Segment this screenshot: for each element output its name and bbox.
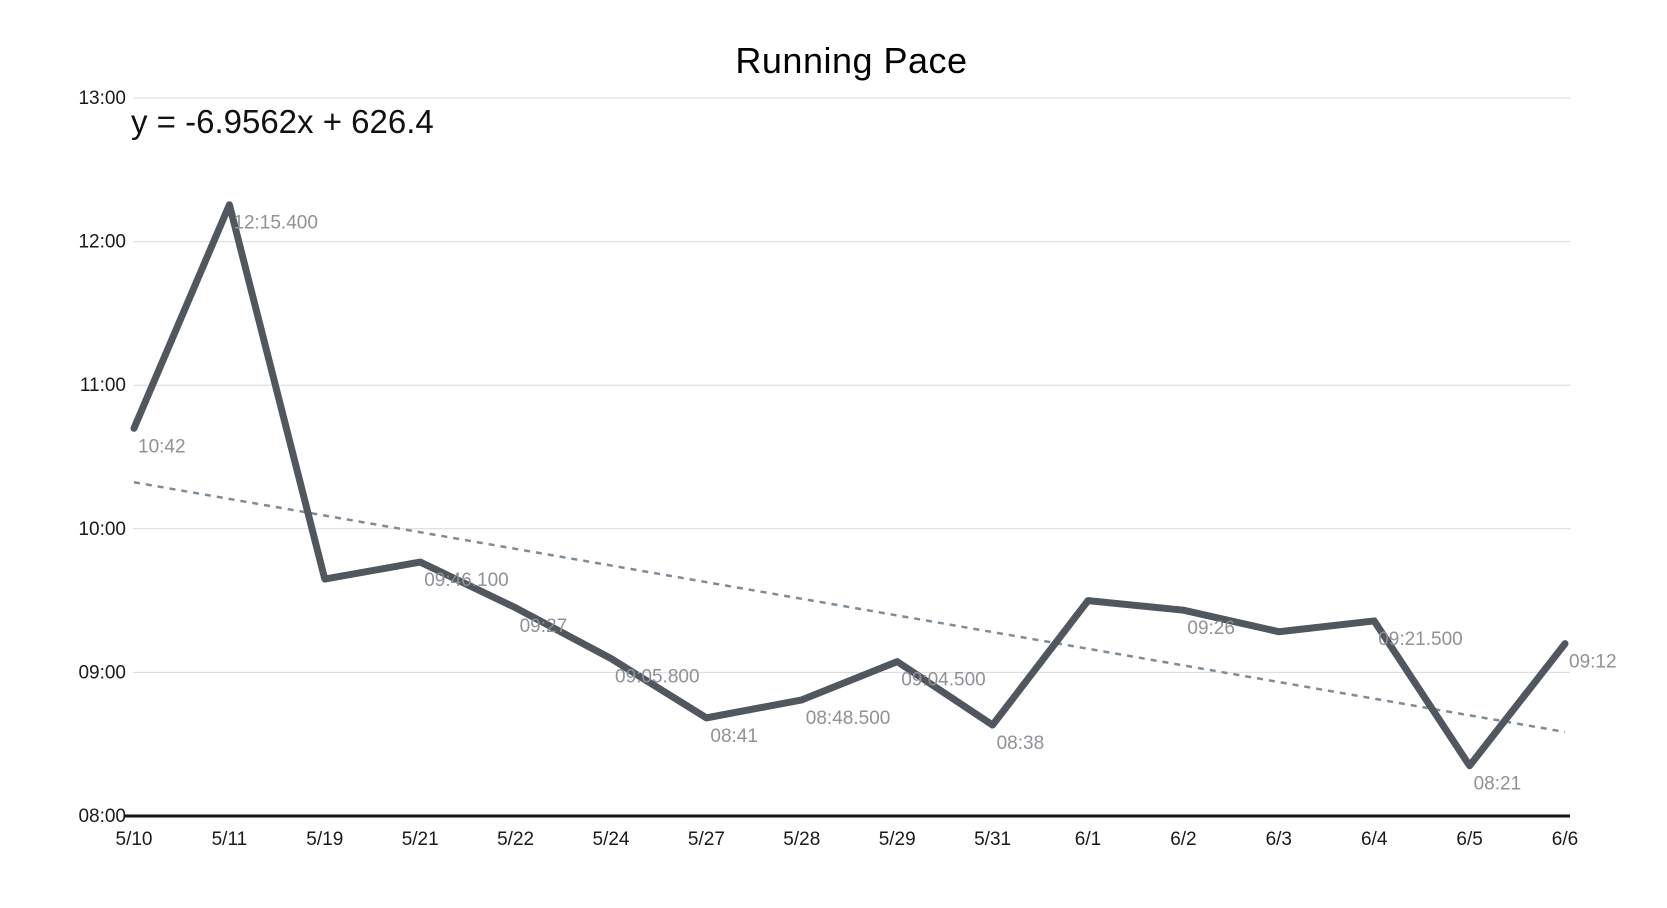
y-axis-tick-label: 09:00 [78, 662, 126, 683]
data-point-label: 09:05.800 [615, 667, 700, 688]
x-axis-tick-label: 6/3 [1266, 829, 1292, 850]
y-axis-tick-label: 11:00 [80, 375, 126, 396]
y-axis-tick-label: 08:00 [78, 806, 126, 827]
trendline-equation-label: y = -6.9562x + 626.4 [131, 103, 434, 140]
x-axis-tick-label: 5/31 [974, 829, 1011, 850]
data-point-label: 09:26 [1187, 618, 1235, 639]
x-axis-tick-label: 6/6 [1552, 829, 1578, 850]
x-axis-tick-label: 5/10 [116, 829, 153, 850]
x-axis-tick-label: 6/5 [1456, 829, 1482, 850]
x-axis-tick-label: 6/2 [1170, 829, 1196, 850]
x-axis-tick-label: 5/19 [306, 829, 343, 850]
trendline [133, 481, 1566, 734]
x-axis-tick-label: 6/4 [1361, 829, 1388, 850]
x-axis-tick-label: 5/29 [879, 829, 916, 850]
x-axis-tick-label: 5/27 [688, 829, 725, 850]
data-point-label: 09:46.100 [424, 570, 509, 591]
data-point-label: 08:38 [997, 733, 1045, 754]
data-point-label: 09:21.500 [1378, 629, 1463, 650]
x-axis-tick-label: 5/24 [593, 829, 630, 850]
data-point-label: 08:21 [1474, 774, 1522, 795]
x-axis-tick-label: 5/22 [497, 829, 534, 850]
y-axis-tick-label: 12:00 [78, 232, 126, 253]
x-axis-tick-label: 5/28 [783, 829, 820, 850]
chart-title: Running Pace [735, 40, 968, 81]
x-axis-tick-label: 5/11 [212, 829, 248, 850]
x-axis-tick-label: 5/21 [402, 829, 439, 850]
pace-line [130, 201, 1569, 770]
data-point-label: 08:41 [710, 726, 758, 747]
data-point-label: 09:04.500 [901, 670, 986, 691]
y-axis-tick-label: 10:00 [78, 519, 126, 540]
data-point-label: 10:42 [138, 436, 186, 457]
y-axis-tick-label: 13:00 [78, 88, 126, 109]
x-axis-tick-label: 6/1 [1075, 829, 1101, 850]
data-point-label: 12:15.400 [233, 213, 318, 234]
data-point-label: 08:48.500 [806, 708, 891, 729]
data-point-label: 09:12 [1569, 652, 1617, 673]
data-point-label: 09:27 [520, 616, 568, 637]
